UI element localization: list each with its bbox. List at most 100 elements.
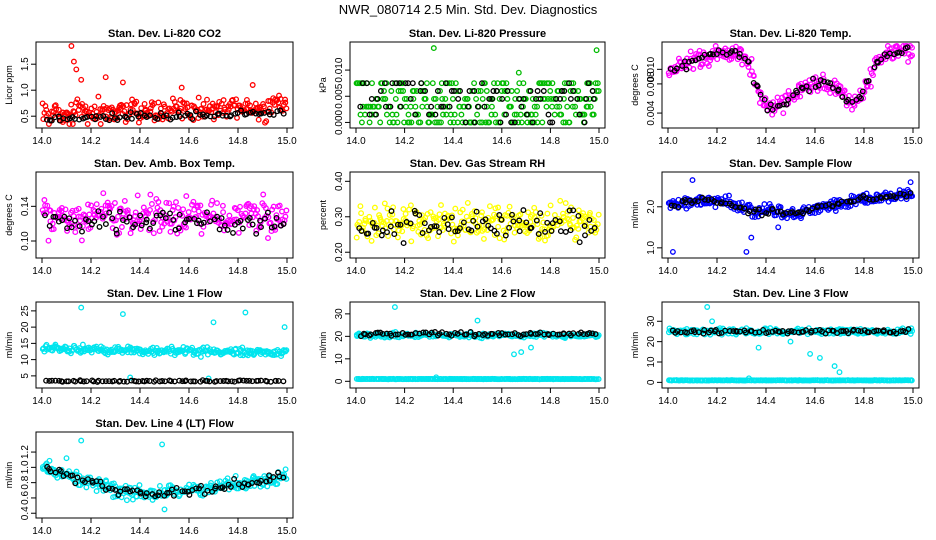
reference-point bbox=[157, 109, 164, 116]
data-point bbox=[412, 103, 419, 110]
x-tick-label: 14.6 bbox=[492, 266, 512, 277]
data-point bbox=[133, 98, 140, 105]
data-point bbox=[180, 206, 187, 213]
reference-point bbox=[377, 88, 384, 94]
reference-point bbox=[732, 47, 739, 54]
data-points bbox=[353, 45, 602, 126]
x-tick-label: 14.0 bbox=[32, 396, 52, 407]
reference-point bbox=[109, 215, 116, 222]
reference-point bbox=[503, 111, 509, 118]
x-tick-label: 15.0 bbox=[903, 136, 923, 147]
data-point bbox=[361, 221, 368, 227]
x-tick-label: 14.2 bbox=[395, 396, 415, 407]
data-point bbox=[547, 88, 554, 94]
data-point bbox=[488, 103, 495, 110]
data-point bbox=[390, 119, 397, 126]
data-point bbox=[569, 103, 576, 110]
reference-point bbox=[85, 218, 92, 225]
outlier-point bbox=[78, 304, 85, 311]
reference-point bbox=[154, 115, 161, 122]
data-point bbox=[551, 111, 558, 118]
reference-point bbox=[553, 95, 560, 102]
data-point bbox=[849, 106, 855, 113]
data-point bbox=[78, 237, 85, 244]
data-point bbox=[474, 111, 481, 118]
data-point bbox=[282, 466, 289, 473]
reference-point bbox=[216, 226, 223, 233]
x-tick-label: 14.2 bbox=[81, 396, 101, 407]
outlier-point bbox=[281, 324, 288, 331]
data-point bbox=[198, 230, 205, 237]
data-point bbox=[249, 214, 256, 221]
outlier-point bbox=[210, 319, 217, 326]
reference-point bbox=[91, 218, 98, 225]
reference-point bbox=[769, 106, 776, 113]
reference-point bbox=[357, 103, 364, 110]
data-point bbox=[358, 119, 365, 126]
reference-point bbox=[363, 80, 370, 87]
panel-title: Stan. Dev. Gas Stream RH bbox=[410, 158, 546, 170]
reference-point bbox=[113, 230, 120, 237]
data-point bbox=[705, 63, 712, 69]
outlier-point bbox=[709, 318, 716, 325]
data-point bbox=[69, 207, 76, 214]
data-point bbox=[707, 57, 714, 64]
data-point bbox=[181, 100, 188, 107]
reference-point bbox=[189, 115, 196, 122]
data-point bbox=[394, 234, 401, 241]
y-tick-label: 1.2 bbox=[20, 445, 31, 459]
data-point bbox=[408, 238, 415, 245]
data-point bbox=[750, 73, 757, 80]
data-point bbox=[127, 230, 134, 237]
reference-point bbox=[874, 59, 881, 66]
data-point bbox=[117, 205, 124, 212]
plot-frame bbox=[349, 171, 606, 259]
data-point bbox=[495, 204, 502, 211]
reference-point bbox=[865, 77, 872, 84]
reference-point bbox=[265, 108, 272, 115]
y-axis-label: ml/min bbox=[318, 332, 328, 359]
data-point bbox=[410, 95, 417, 102]
data-point bbox=[442, 95, 449, 102]
x-tick-label: 14.6 bbox=[492, 396, 512, 407]
data-point bbox=[185, 209, 192, 216]
reference-point bbox=[466, 88, 473, 94]
reference-point bbox=[497, 119, 504, 126]
data-point bbox=[479, 95, 486, 102]
data-point bbox=[254, 207, 261, 214]
reference-point bbox=[428, 103, 435, 110]
y-tick-label: 0.14 bbox=[20, 196, 31, 216]
x-tick-label: 14.2 bbox=[395, 266, 415, 277]
data-point bbox=[253, 227, 260, 234]
data-point bbox=[52, 102, 59, 109]
outlier-point bbox=[391, 304, 398, 311]
data-point bbox=[84, 121, 91, 127]
reference-point bbox=[230, 229, 236, 236]
data-point bbox=[780, 110, 787, 117]
outlier-point bbox=[907, 179, 914, 186]
data-point bbox=[93, 201, 100, 208]
data-point bbox=[546, 80, 552, 87]
data-point bbox=[41, 197, 48, 203]
data-points bbox=[39, 304, 290, 385]
reference-point bbox=[79, 228, 85, 235]
panel-title: Stan. Dev. Line 3 Flow bbox=[733, 288, 849, 300]
reference-point bbox=[534, 88, 541, 94]
reference-point bbox=[402, 80, 409, 87]
data-point bbox=[64, 110, 71, 117]
data-point bbox=[189, 201, 195, 208]
data-point bbox=[452, 205, 459, 212]
data-point bbox=[163, 199, 170, 206]
outlier-point bbox=[68, 43, 75, 49]
data-point bbox=[210, 116, 217, 123]
x-tick-label: 14.4 bbox=[130, 266, 150, 277]
data-point bbox=[429, 80, 436, 87]
data-point bbox=[714, 56, 721, 63]
data-point bbox=[523, 221, 530, 228]
reference-point bbox=[806, 88, 813, 95]
data-point bbox=[481, 80, 488, 87]
data-point bbox=[381, 88, 387, 94]
reference-point bbox=[527, 88, 534, 94]
data-point bbox=[367, 103, 374, 110]
